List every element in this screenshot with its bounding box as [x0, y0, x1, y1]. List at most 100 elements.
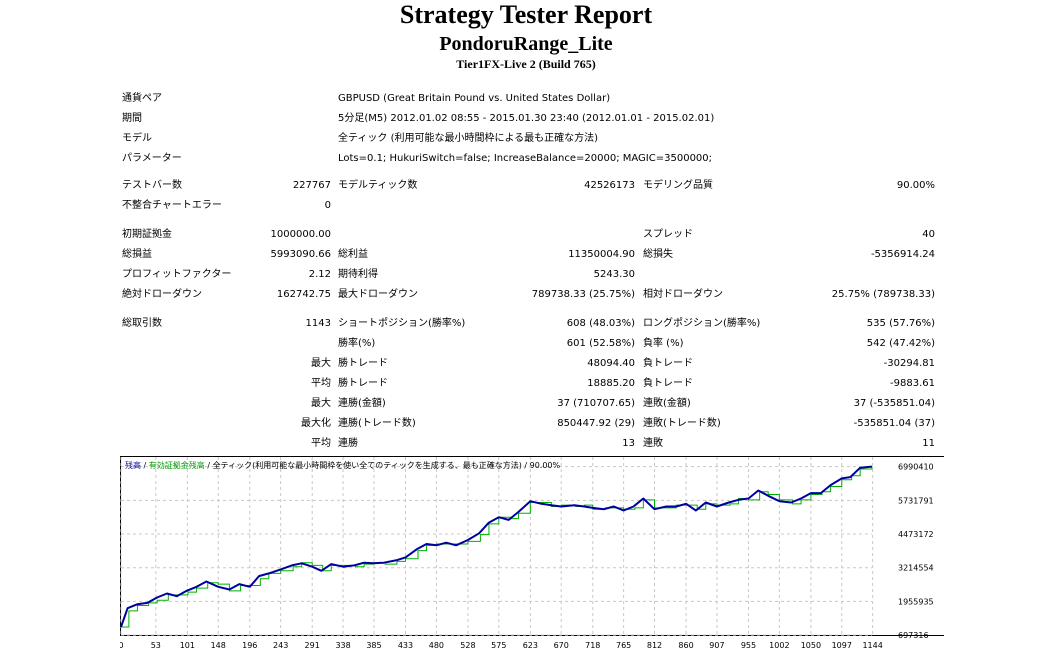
- params-value: Lots=0.1; HukuriSwitch=false; IncreaseBa…: [338, 153, 713, 164]
- x-tick-21: 1002: [769, 641, 789, 650]
- short-label: ショートポジション(勝率%): [338, 318, 466, 329]
- rel-dd-label: 相対ドローダウン: [643, 289, 723, 300]
- y-tick-5: 6990410: [898, 463, 934, 472]
- x-tick-4: 196: [242, 641, 257, 650]
- x-tick-10: 480: [429, 641, 444, 650]
- largest-loss-label: 負トレード: [643, 358, 693, 369]
- abs-dd-label: 絶対ドローダウン: [122, 289, 202, 300]
- consec-win-money-label: 連勝(金額): [338, 398, 386, 409]
- equity-line: [121, 466, 873, 628]
- consec-win-count-label: 連勝(トレード数): [338, 418, 416, 429]
- bars-value: 227767: [292, 180, 331, 191]
- mismatch-value: 0: [324, 200, 331, 211]
- avg-consec-loss-value: 11: [922, 438, 935, 449]
- series-group: [120, 465, 873, 628]
- legend-rest: / 全ティック(利用可能な最小時間枠を使い全てのティックを生成する、最も正確な方…: [205, 460, 561, 470]
- gross-loss-label: 総損失: [643, 249, 673, 260]
- gross-profit-label: 総利益: [338, 249, 368, 260]
- net-value: 5993090.66: [270, 249, 331, 260]
- symbol-value: GBPUSD (Great Britain Pound vs. United S…: [338, 93, 611, 104]
- pf-label: プロフィットファクター: [122, 269, 232, 280]
- max-label: 最大: [311, 358, 331, 369]
- win-rate-label: 勝率(%): [338, 338, 376, 349]
- mismatch-label: 不整合チャートエラー: [122, 200, 222, 211]
- consec-loss-money-label: 連敗(金額): [643, 398, 691, 409]
- max-dd-label: 最大ドローダウン: [338, 289, 418, 300]
- quality-label: モデリング品質: [643, 180, 713, 191]
- symbol-label: 通貨ペア: [122, 93, 162, 104]
- x-tick-2: 101: [180, 641, 195, 650]
- consec-loss-money-value: 37 (-535851.04): [853, 398, 935, 409]
- x-tick-5: 243: [273, 641, 288, 650]
- legend-equity: 有効証拠金残高: [149, 460, 205, 470]
- payoff-label: 期待利得: [338, 269, 378, 280]
- x-tick-0: 0: [120, 641, 124, 650]
- x-tick-11: 528: [460, 641, 475, 650]
- legend-separator: /: [141, 461, 149, 470]
- y-tick-0: 697316: [898, 631, 929, 640]
- long-value: 535 (57.76%): [866, 318, 935, 329]
- avg-loss-label: 負トレード: [643, 378, 693, 389]
- y-tick-1: 1955935: [898, 597, 934, 606]
- ticks-value: 42526173: [584, 180, 635, 191]
- report-title: Strategy Tester Report: [399, 0, 653, 29]
- avg-loss-value: -9883.61: [890, 378, 935, 389]
- loss-rate-label: 負率 (%): [643, 338, 684, 349]
- period-label: 期間: [122, 113, 142, 124]
- avg-label: 平均: [311, 378, 331, 389]
- model-value: 全ティック (利用可能な最小時間枠による最も正確な方法): [338, 133, 599, 144]
- x-tick-labels: 0 53 101 148 196 243 291 338 385 433 480 528 575 623 6…: [120, 641, 883, 650]
- period-value: 5分足(M5) 2012.01.02 08:55 - 2015.01.30 23…: [338, 113, 715, 124]
- deposit-label: 初期証拠金: [122, 229, 172, 240]
- x-tick-15: 718: [585, 641, 600, 650]
- gross-loss-value: -5356914.24: [870, 249, 935, 260]
- largest-loss-value: -30294.81: [883, 358, 935, 369]
- win-rate-value: 601 (52.58%): [566, 338, 635, 349]
- consec-win-count-value: 850447.92 (29): [557, 418, 635, 429]
- ticks-label: モデルティック数: [338, 180, 418, 191]
- consec-loss-count-value: -535851.04 (37): [853, 418, 935, 429]
- bars-label: テストバー数: [122, 180, 182, 191]
- grid: [120, 457, 874, 636]
- avg-consec-win-label: 連勝: [338, 438, 358, 449]
- avg-win-value: 18885.20: [587, 378, 635, 389]
- x-tick-14: 670: [554, 641, 569, 650]
- x-tick-8: 385: [366, 641, 381, 650]
- spread-label: スプレッド: [643, 229, 693, 240]
- quality-value: 90.00%: [896, 180, 935, 191]
- rel-dd-value: 25.75% (789738.33): [831, 289, 935, 300]
- loss-rate-value: 542 (47.42%): [866, 338, 935, 349]
- short-value: 608 (48.03%): [566, 318, 635, 329]
- abs-dd-value: 162742.75: [276, 289, 331, 300]
- y-tick-3: 4473172: [898, 530, 934, 539]
- largest-win-label: 勝トレード: [338, 358, 388, 369]
- server-info: Tier1FX-Live 2 (Build 765): [456, 57, 596, 71]
- x-tick-23: 1097: [832, 641, 852, 650]
- pf-value: 2.12: [308, 269, 331, 280]
- ea-name: PondoruRange_Lite: [439, 33, 613, 55]
- x-tick-16: 765: [616, 641, 631, 650]
- avg-win-label: 勝トレード: [338, 378, 388, 389]
- largest-win-value: 48094.40: [587, 358, 635, 369]
- gross-profit-value: 11350004.90: [568, 249, 635, 260]
- long-label: ロングポジション(勝率%): [643, 318, 761, 329]
- balance-chart: 残高 / 有効証拠金残高 / 全ティック(利用可能な最小時間枠を使い全てのティッ…: [120, 456, 944, 650]
- payoff-value: 5243.30: [593, 269, 635, 280]
- x-tick-22: 1050: [801, 641, 821, 650]
- consec-win-money-value: 37 (710707.65): [557, 398, 635, 409]
- maximal-label: 最大化: [301, 418, 331, 429]
- x-tick-12: 575: [491, 641, 506, 650]
- x-tick-1: 53: [151, 641, 161, 650]
- x-tick-24: 1144: [862, 641, 882, 650]
- avg-consec-loss-label: 連敗: [643, 438, 663, 449]
- y-tick-labels: 697316 1955935 3214554 4473172 5731791 699041…: [898, 463, 934, 640]
- x-tick-7: 338: [335, 641, 350, 650]
- x-tick-9: 433: [398, 641, 413, 650]
- spread-value: 40: [922, 229, 935, 240]
- params-label: パラメーター: [122, 153, 182, 164]
- y-tick-4: 5731791: [898, 496, 934, 505]
- avg2-label: 平均: [311, 438, 331, 449]
- trades-value: 1143: [305, 318, 331, 329]
- balance-line: [120, 465, 873, 628]
- plot-area: [120, 456, 944, 636]
